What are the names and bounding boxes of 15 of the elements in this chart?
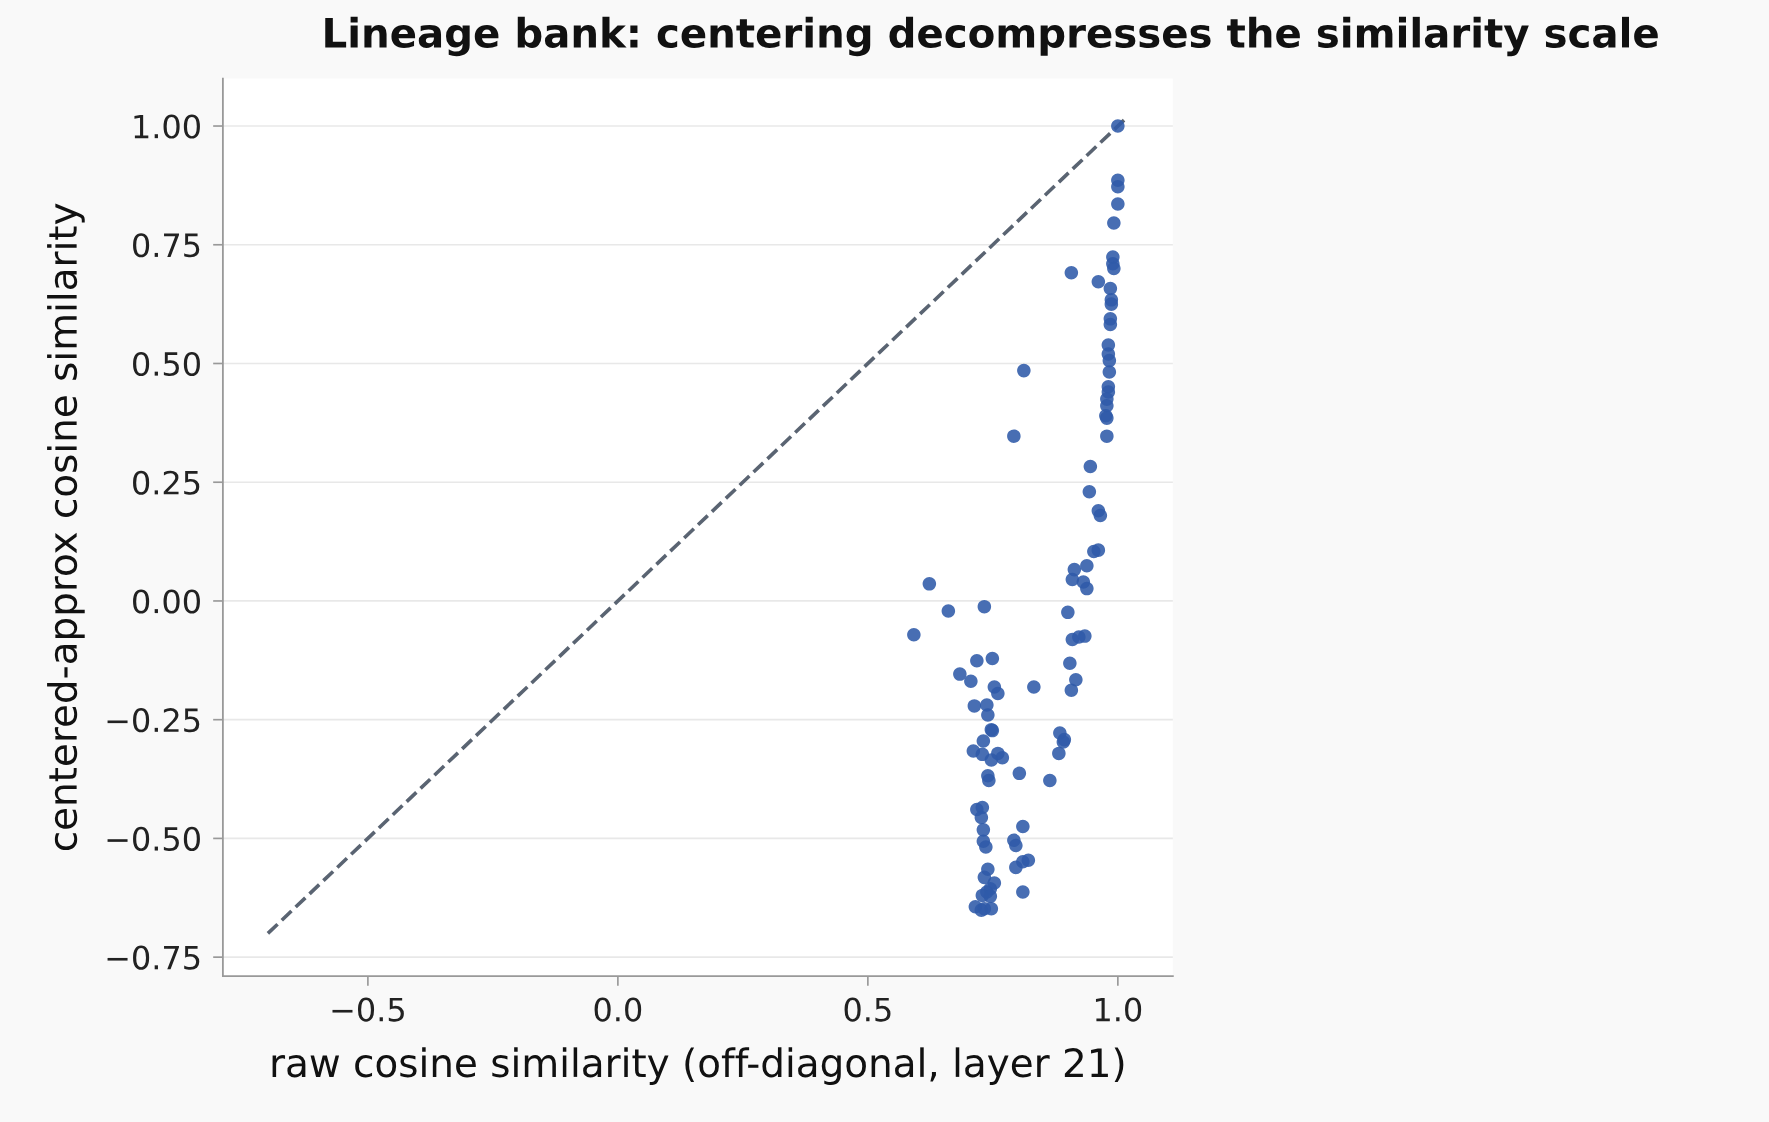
chart-title: Lineage bank: centering decompresses the similarity scale bbox=[325, 16, 1658, 57]
y-tick-label: 0.25 bbox=[133, 470, 200, 495]
x-tick-label: −0.5 bbox=[332, 997, 404, 1022]
y-tick-label: 0.50 bbox=[133, 351, 200, 377]
y-tick-label: 0.00 bbox=[133, 589, 200, 614]
y-tick-label: 1.00 bbox=[134, 114, 200, 139]
x-tick-label: 0.5 bbox=[844, 997, 891, 1022]
y-axis-title: centered-approx cosine similarity bbox=[47, 203, 85, 851]
y-tick-label: −0.50 bbox=[107, 826, 200, 851]
y-tick-label: −0.25 bbox=[107, 708, 200, 733]
y-tick-label: 0.75 bbox=[133, 233, 200, 258]
y-tick-label: −0.75 bbox=[107, 945, 200, 970]
x-tick-label: 0.0 bbox=[594, 997, 642, 1022]
x-axis-title: raw cosine similarity (off-diagonal, layer 21) bbox=[272, 1047, 1124, 1085]
x-tick-label: 1.0 bbox=[1095, 997, 1142, 1022]
